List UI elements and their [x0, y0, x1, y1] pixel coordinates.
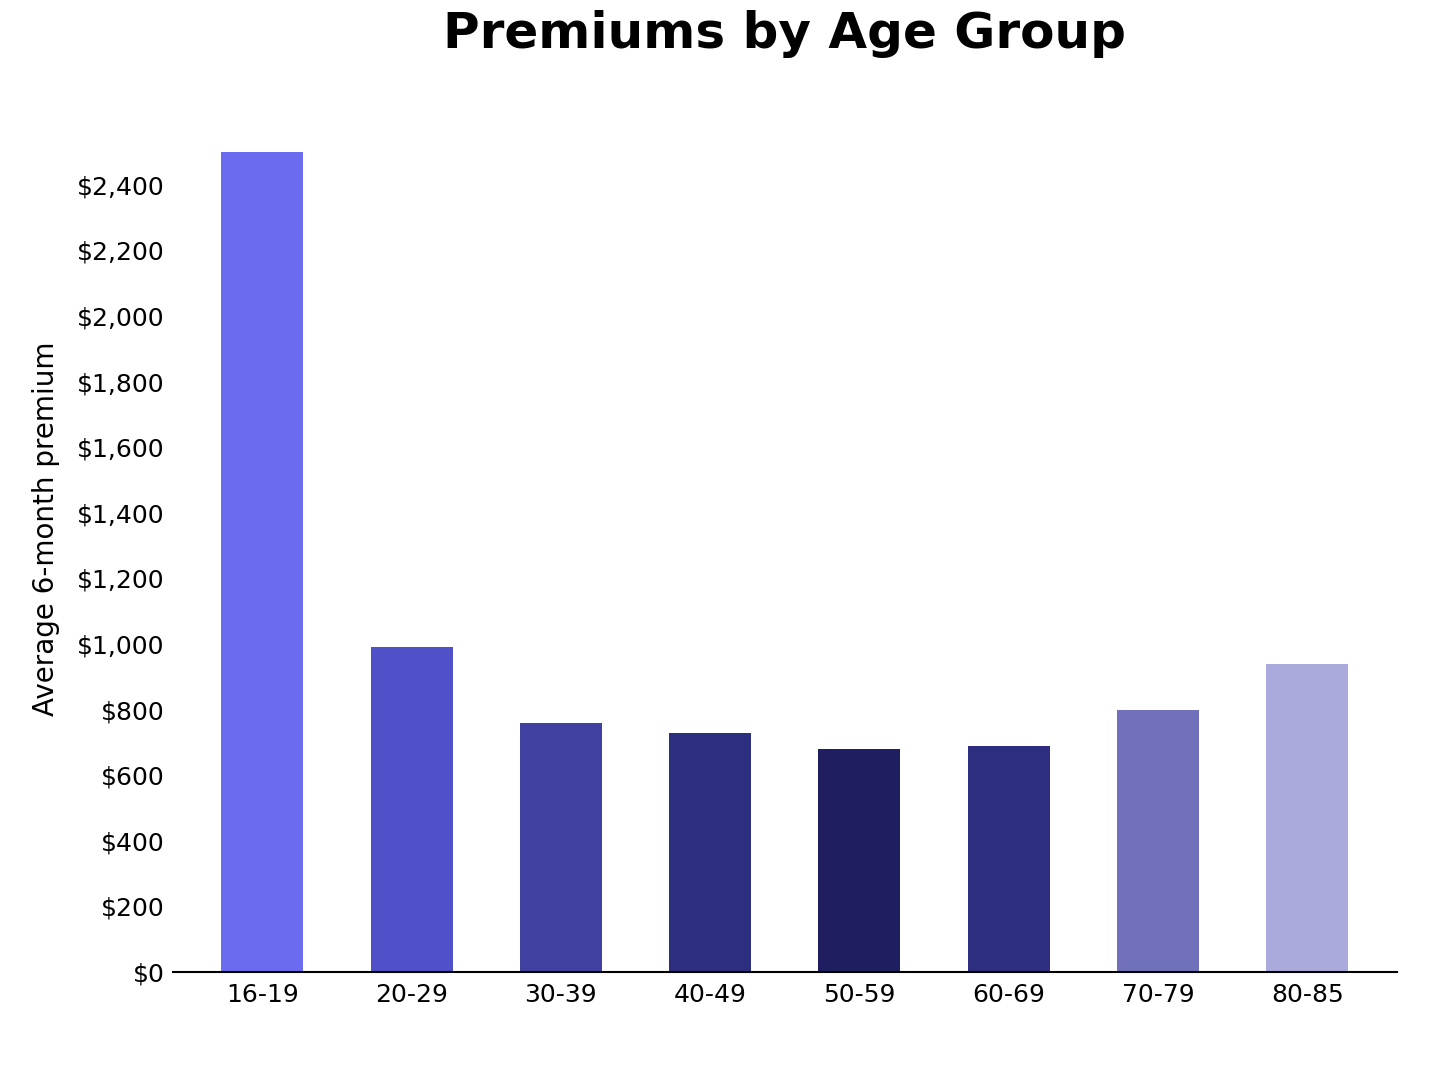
Bar — [1117, 710, 1200, 972]
Bar — [670, 732, 752, 972]
Title: Premiums by Age Group: Premiums by Age Group — [444, 10, 1126, 57]
Bar — [520, 723, 602, 972]
Bar — [222, 152, 304, 972]
Bar — [968, 745, 1050, 972]
Y-axis label: Average 6-month premium: Average 6-month premium — [32, 342, 60, 716]
Bar — [818, 748, 900, 972]
Bar — [1266, 664, 1348, 972]
Bar — [370, 647, 452, 972]
